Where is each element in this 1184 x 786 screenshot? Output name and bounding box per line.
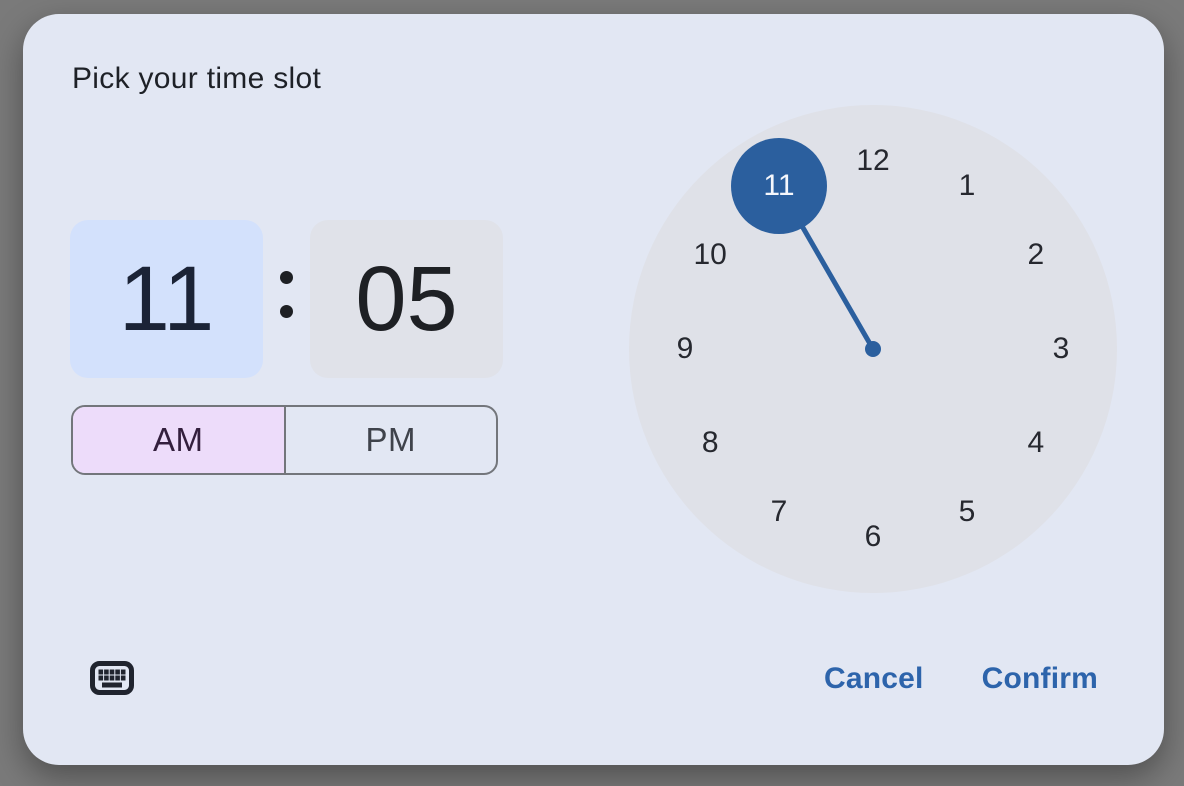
separator-dot-bottom <box>280 304 293 318</box>
clock-hour-11[interactable]: 11 <box>731 138 827 235</box>
time-separator <box>263 220 310 378</box>
clock-hour-4[interactable]: 4 <box>1027 426 1045 459</box>
minute-field[interactable]: 05 <box>310 220 503 378</box>
time-picker-dialog: Pick your time slot 11 05 AM PM 12 1 2 3 4 5 6… <box>23 14 1164 765</box>
clock-hour-1[interactable]: 1 <box>958 169 976 203</box>
cancel-button[interactable]: Cancel <box>824 657 924 701</box>
hour-field[interactable]: 11 <box>70 220 263 378</box>
pm-button[interactable]: PM <box>286 407 497 473</box>
separator-dot-top <box>280 270 293 284</box>
clock-hour-2[interactable]: 2 <box>1027 238 1045 271</box>
clock-face[interactable]: 12 1 2 3 4 5 6 7 8 9 10 11 <box>629 105 1117 593</box>
am-button[interactable]: AM <box>73 407 286 473</box>
clock-hour-6[interactable]: 6 <box>864 520 882 553</box>
clock-hour-8[interactable]: 8 <box>701 426 719 459</box>
clock-hour-12[interactable]: 12 <box>856 144 890 177</box>
clock-hour-10[interactable]: 10 <box>693 238 727 271</box>
confirm-button[interactable]: Confirm <box>982 657 1098 701</box>
dialog-actions: Cancel Confirm <box>824 657 1098 701</box>
dialog-title: Pick your time slot <box>72 62 322 95</box>
clock-hour-7[interactable]: 7 <box>770 494 788 528</box>
clock-hour-5[interactable]: 5 <box>958 494 976 528</box>
clock-hour-3[interactable]: 3 <box>1052 332 1070 365</box>
keyboard-icon <box>90 661 134 695</box>
am-pm-toggle: AM PM <box>71 405 498 475</box>
keyboard-input-button[interactable] <box>84 650 140 706</box>
clock-hour-9[interactable]: 9 <box>676 332 694 365</box>
